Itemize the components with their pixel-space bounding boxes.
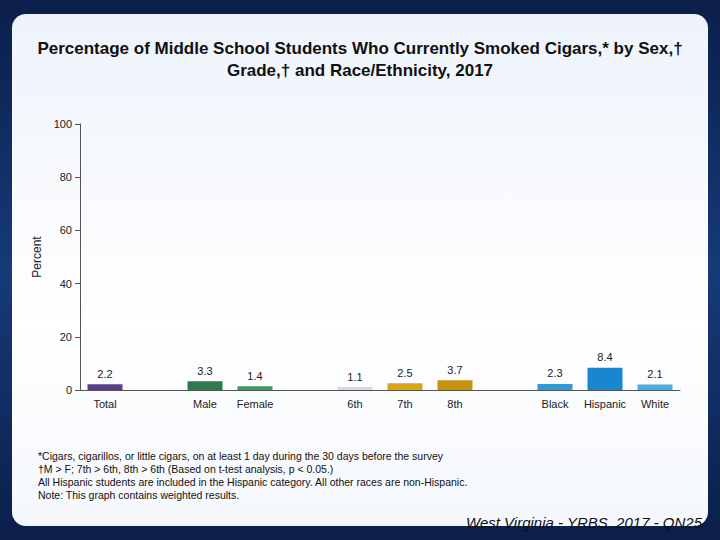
svg-text:Female: Female	[237, 398, 274, 410]
svg-text:0: 0	[66, 384, 72, 396]
svg-text:1.1: 1.1	[347, 371, 362, 383]
html-text:All Hispanic students are incl: All Hispanic students are included in th…	[38, 476, 468, 488]
html-text:†M > F; 7th > 6th, 8th > 6th (: †M > F; 7th > 6th, 8th > 6th (Based on t…	[38, 463, 334, 475]
svg-text:Hispanic: Hispanic	[584, 398, 627, 410]
svg-text:2.1: 2.1	[647, 368, 662, 380]
html-text:Percentage of Middle School St: Percentage of Middle School Students Who…	[37, 39, 683, 80]
svg-text:8.4: 8.4	[597, 351, 612, 363]
svg-text:Total: Total	[93, 398, 116, 410]
html-text:*Cigars, cigarillos, or little: *Cigars, cigarillos, or little cigars, o…	[38, 450, 443, 462]
svg-text:40: 40	[60, 278, 72, 290]
svg-text:60: 60	[60, 224, 72, 236]
svg-text:7th: 7th	[397, 398, 412, 410]
svg-text:20: 20	[60, 331, 72, 343]
svg-text:2.2: 2.2	[97, 368, 112, 380]
svg-text:White: White	[641, 398, 669, 410]
svg-text:1.4: 1.4	[247, 370, 262, 382]
svg-text:80: 80	[60, 171, 72, 183]
svg-text:Black: Black	[542, 398, 569, 410]
svg-text:100: 100	[54, 118, 72, 130]
svg-text:Percent: Percent	[30, 236, 44, 278]
svg-text:3.3: 3.3	[197, 365, 212, 377]
html-text:Note: This graph contains weig: Note: This graph contains weighted resul…	[38, 489, 240, 501]
html-text:West Virginia - YRBS, 2017 - Q: West Virginia - YRBS, 2017 - QN25	[466, 514, 702, 531]
svg-text:3.7: 3.7	[447, 364, 462, 376]
svg-text:8th: 8th	[447, 398, 462, 410]
svg-text:2.3: 2.3	[547, 367, 562, 379]
svg-text:6th: 6th	[347, 398, 362, 410]
svg-text:2.5: 2.5	[397, 367, 412, 379]
svg-text:Male: Male	[193, 398, 217, 410]
